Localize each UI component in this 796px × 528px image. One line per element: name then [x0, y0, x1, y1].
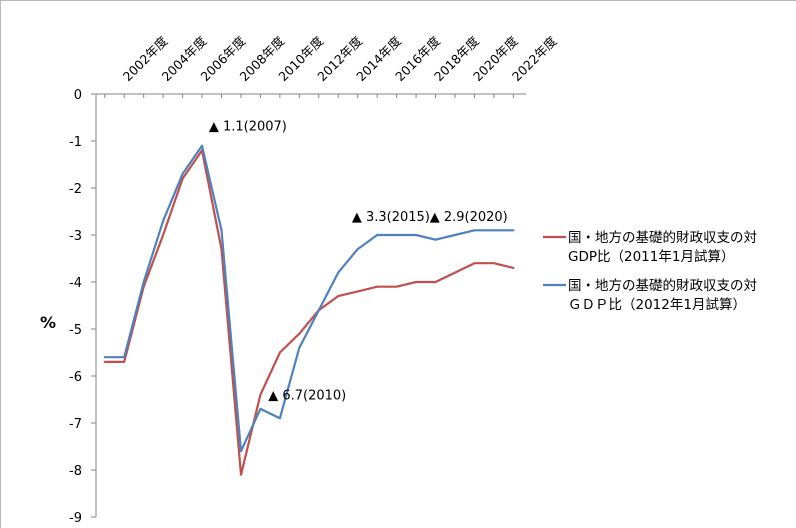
chart-axes: 0-1-2-3-4-5-6-7-8-9%2002年度2004年度2006年度20…: [40, 33, 560, 526]
y-tick-label: -7: [69, 417, 82, 432]
y-tick-label: -6: [69, 370, 82, 385]
legend-label-2: 国・地方の基礎的財政収支の対: [568, 277, 757, 294]
annotation-label: ▲ 6.7(2010): [268, 389, 346, 404]
annotation-label: ▲ 2.9(2020): [430, 210, 508, 225]
legend-label-1: 国・地方の基礎的財政収支の対: [568, 229, 757, 246]
y-tick-label: -5: [69, 323, 82, 338]
chart-annotations: ▲ 1.1(2007) ▲ 6.7(2010) ▲ 3.3(2015) ▲ 2.9(2…: [209, 120, 508, 404]
y-tick-label: -1: [69, 135, 82, 150]
chart-legend: 国・地方の基礎的財政収支の対 GDP比（2011年1月試算） 国・地方の基礎的財政収…: [543, 229, 757, 313]
series-line-1: [103, 149, 515, 476]
y-tick-label: -2: [69, 182, 82, 197]
legend-label-1: GDP比（2011年1月試算）: [568, 249, 734, 265]
y-axis-title: %: [40, 313, 56, 332]
y-tick-label: -9: [69, 511, 82, 526]
legend-label-2: ＧＤＰ比（2012年1月試算）: [568, 297, 746, 313]
chart-series: [103, 144, 515, 476]
annotation-label: ▲ 1.1(2007): [209, 120, 287, 135]
series-line-2: [103, 144, 515, 453]
y-tick-label: -3: [69, 229, 82, 244]
y-tick-label: 0: [74, 88, 82, 103]
y-tick-label: -8: [69, 464, 82, 479]
y-tick-label: -4: [69, 276, 82, 291]
annotation-label: ▲ 3.3(2015): [352, 210, 430, 225]
